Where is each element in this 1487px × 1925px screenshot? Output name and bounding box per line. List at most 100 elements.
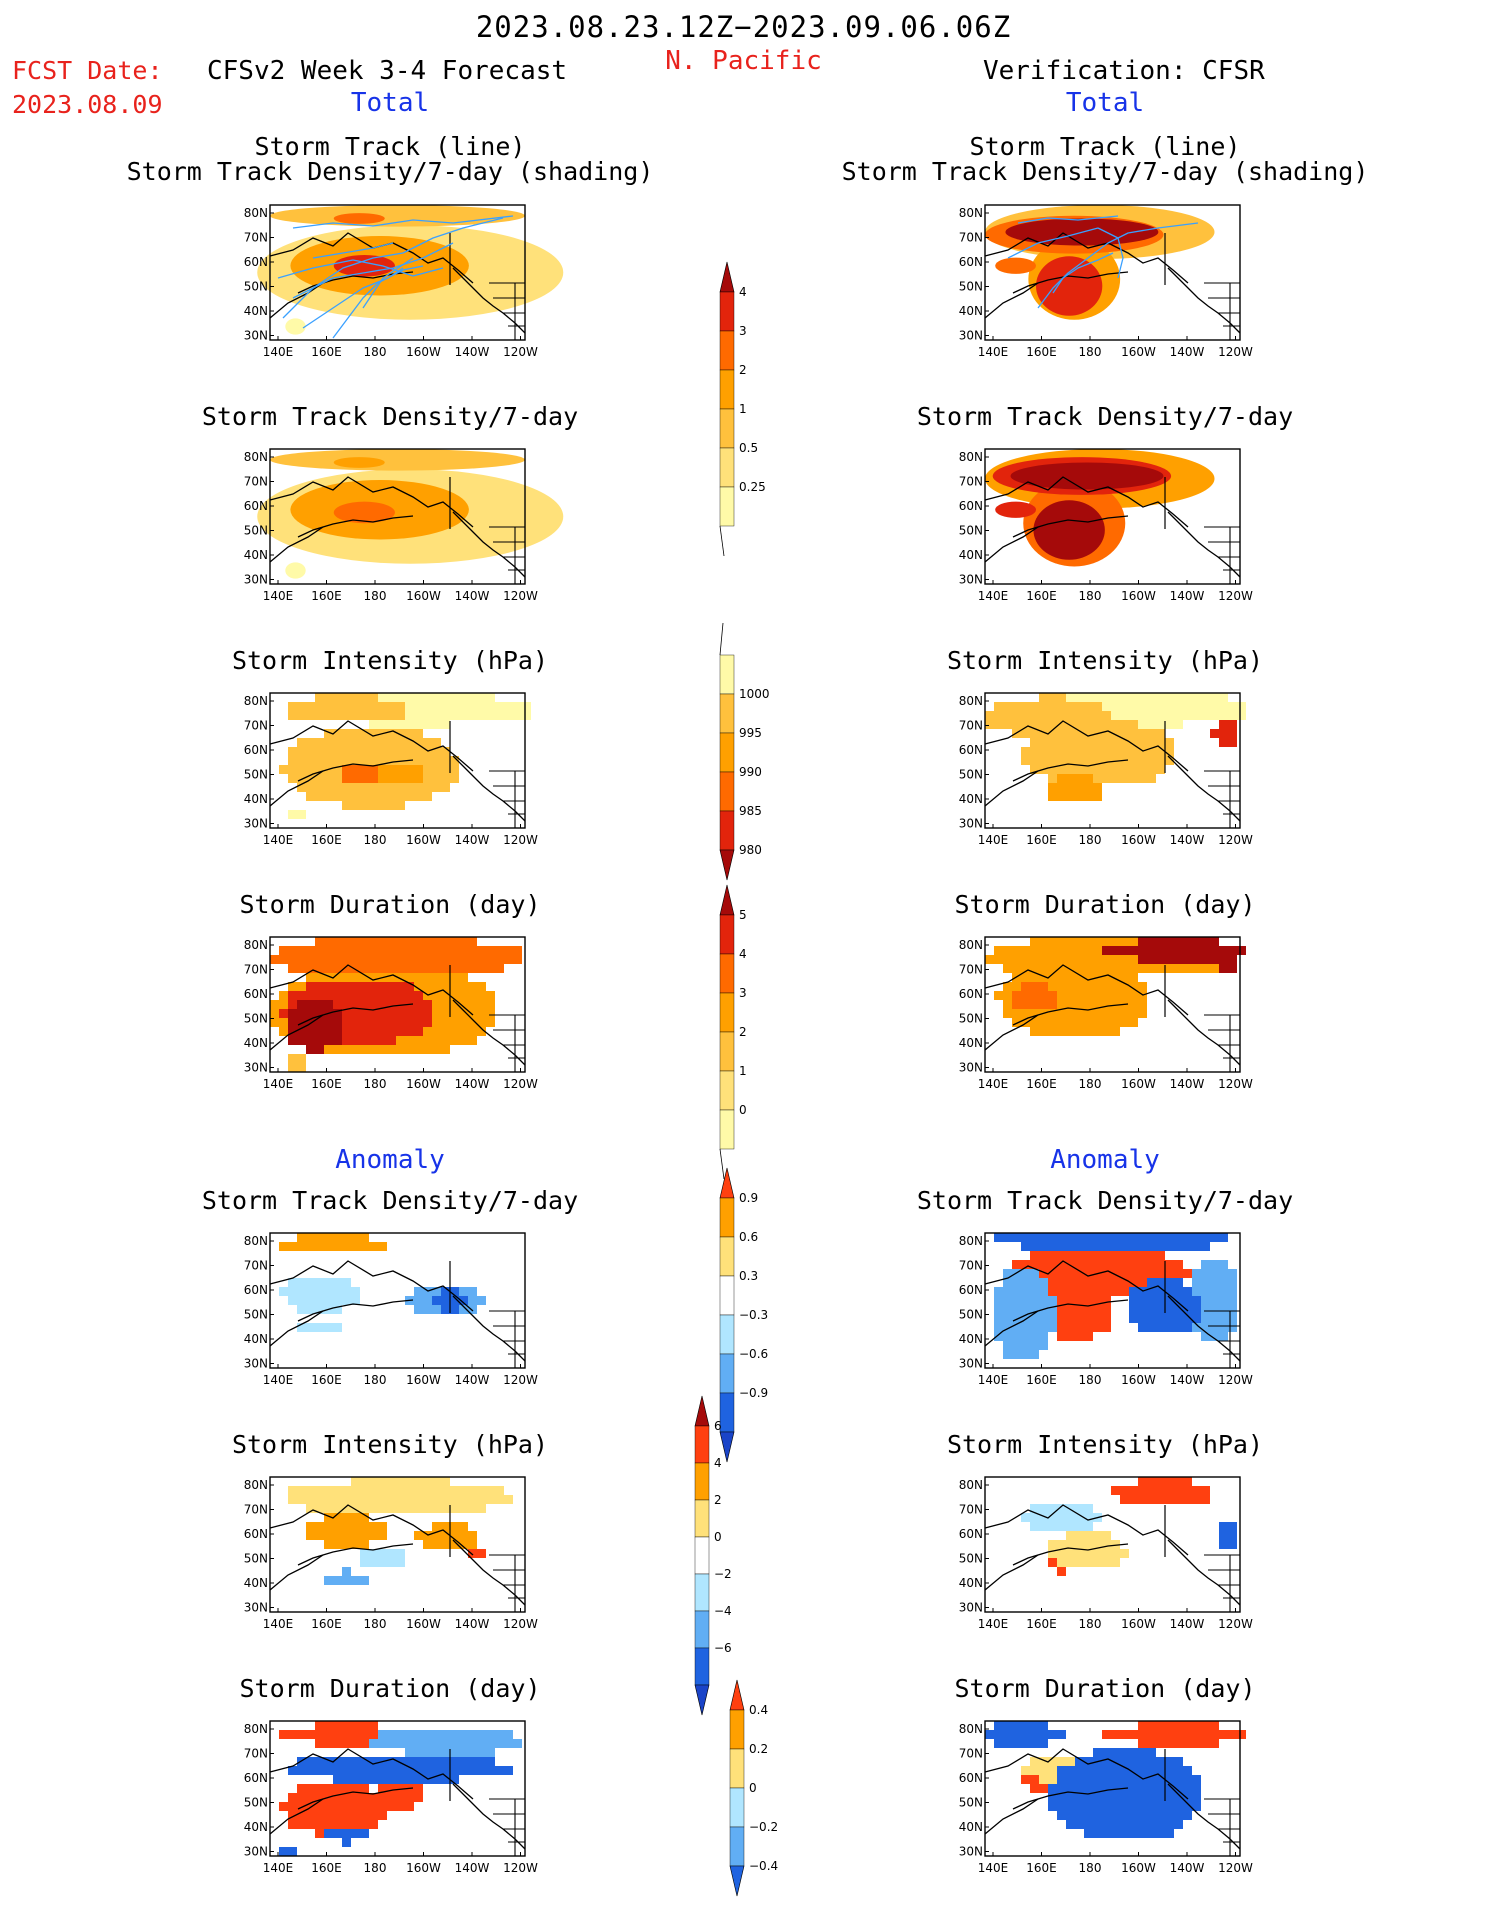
density-blob [333,213,385,224]
field-cell [1066,1558,1075,1567]
lat-label: 30N [959,1357,983,1371]
field-cell [387,1018,396,1027]
field-cell [378,1477,387,1486]
field-cell [432,1730,441,1739]
field-cell [994,702,1003,711]
lat-label: 60N [959,499,983,513]
field-cell [1021,982,1030,991]
field-cell [1066,720,1075,729]
field-cell [414,1775,423,1784]
field-cell [1138,1811,1147,1820]
field-cell [405,693,414,702]
field-cell [1129,1486,1138,1495]
field-cell [279,946,288,955]
field-cell [1138,946,1147,955]
field-cell [1021,1739,1030,1748]
field-cell [1075,1278,1084,1287]
lat-label: 60N [959,987,983,1001]
field-cell [324,1323,333,1332]
field-cell [351,1036,360,1045]
field-cell [351,1495,360,1504]
field-cell [1120,1775,1129,1784]
field-cell [450,991,459,1000]
field-cell [1048,1558,1057,1567]
field-cell [369,1242,378,1251]
field-cell [1201,1495,1210,1504]
field-cell [432,720,441,729]
field-cell [342,1522,351,1531]
field-cell [1156,1793,1165,1802]
field-cell [441,1757,450,1766]
field-cell [459,1757,468,1766]
field-cell [1201,1287,1210,1296]
field-cell [1057,1504,1066,1513]
left-anom-density-title: Storm Track Density/7-day [201,1186,579,1215]
colorbar-box [719,953,735,994]
field-cell [1021,1233,1030,1242]
field-cell [396,982,405,991]
field-cell [1174,1811,1183,1820]
field-cell [351,747,360,756]
field-cell [351,946,360,955]
lat-label: 70N [959,1503,983,1517]
field-cell [396,792,405,801]
field-cell [297,765,306,774]
colorbar-label: 0 [714,1530,722,1544]
field-cell [1039,711,1048,720]
field-cell [1021,1323,1030,1332]
lat-label: 70N [959,231,983,245]
lon-label: 120W [503,589,538,603]
field-cell [1228,1278,1237,1287]
field-cell [342,801,351,810]
field-cell [360,693,369,702]
field-cell [1057,1766,1066,1775]
field-cell [1174,1477,1183,1486]
colorbar-box [719,1275,735,1316]
field-cell [324,1486,333,1495]
field-cell [1057,1305,1066,1314]
field-cell [306,964,315,973]
field-cell [1183,1766,1192,1775]
coastline [452,267,526,334]
field-cell [297,747,306,756]
field-cell [1075,1549,1084,1558]
field-cell [1174,946,1183,955]
field-cell [360,765,369,774]
field-cell [342,1027,351,1036]
field-cell [1075,1558,1084,1567]
field-cell [1003,991,1012,1000]
field-cell [1012,1278,1021,1287]
field-cell [414,720,423,729]
field-cell [985,955,994,964]
field-cell [450,1287,459,1296]
field-cell [1093,1531,1102,1540]
field-cell [1075,738,1084,747]
field-cell [1066,711,1075,720]
field-cell [342,1242,351,1251]
left-density-title: Storm Track Density/7-day [201,402,579,431]
field-cell [324,1766,333,1775]
lat-label: 50N [959,524,983,538]
field-cell [1084,1009,1093,1018]
field-cell [387,1549,396,1558]
field-cell [333,1009,342,1018]
field-cell [1066,946,1075,955]
field-cell [1048,711,1057,720]
field-cell [1129,702,1138,711]
coastline [1012,1543,1129,1566]
field-cell [288,1063,297,1072]
field-cell [1102,756,1111,765]
field-cell [279,1847,288,1856]
field-cell [315,1486,324,1495]
field-cell [1093,1540,1102,1549]
field-cell [985,711,994,720]
field-cell [1093,1287,1102,1296]
field-cell [1075,1332,1084,1341]
field-cell [432,1305,441,1314]
field-cell [270,1018,279,1027]
lon-label: 120W [503,833,538,847]
field-cell [1147,1323,1156,1332]
field-cell [1066,729,1075,738]
field-cell [396,720,405,729]
field-cell [1057,1793,1066,1802]
